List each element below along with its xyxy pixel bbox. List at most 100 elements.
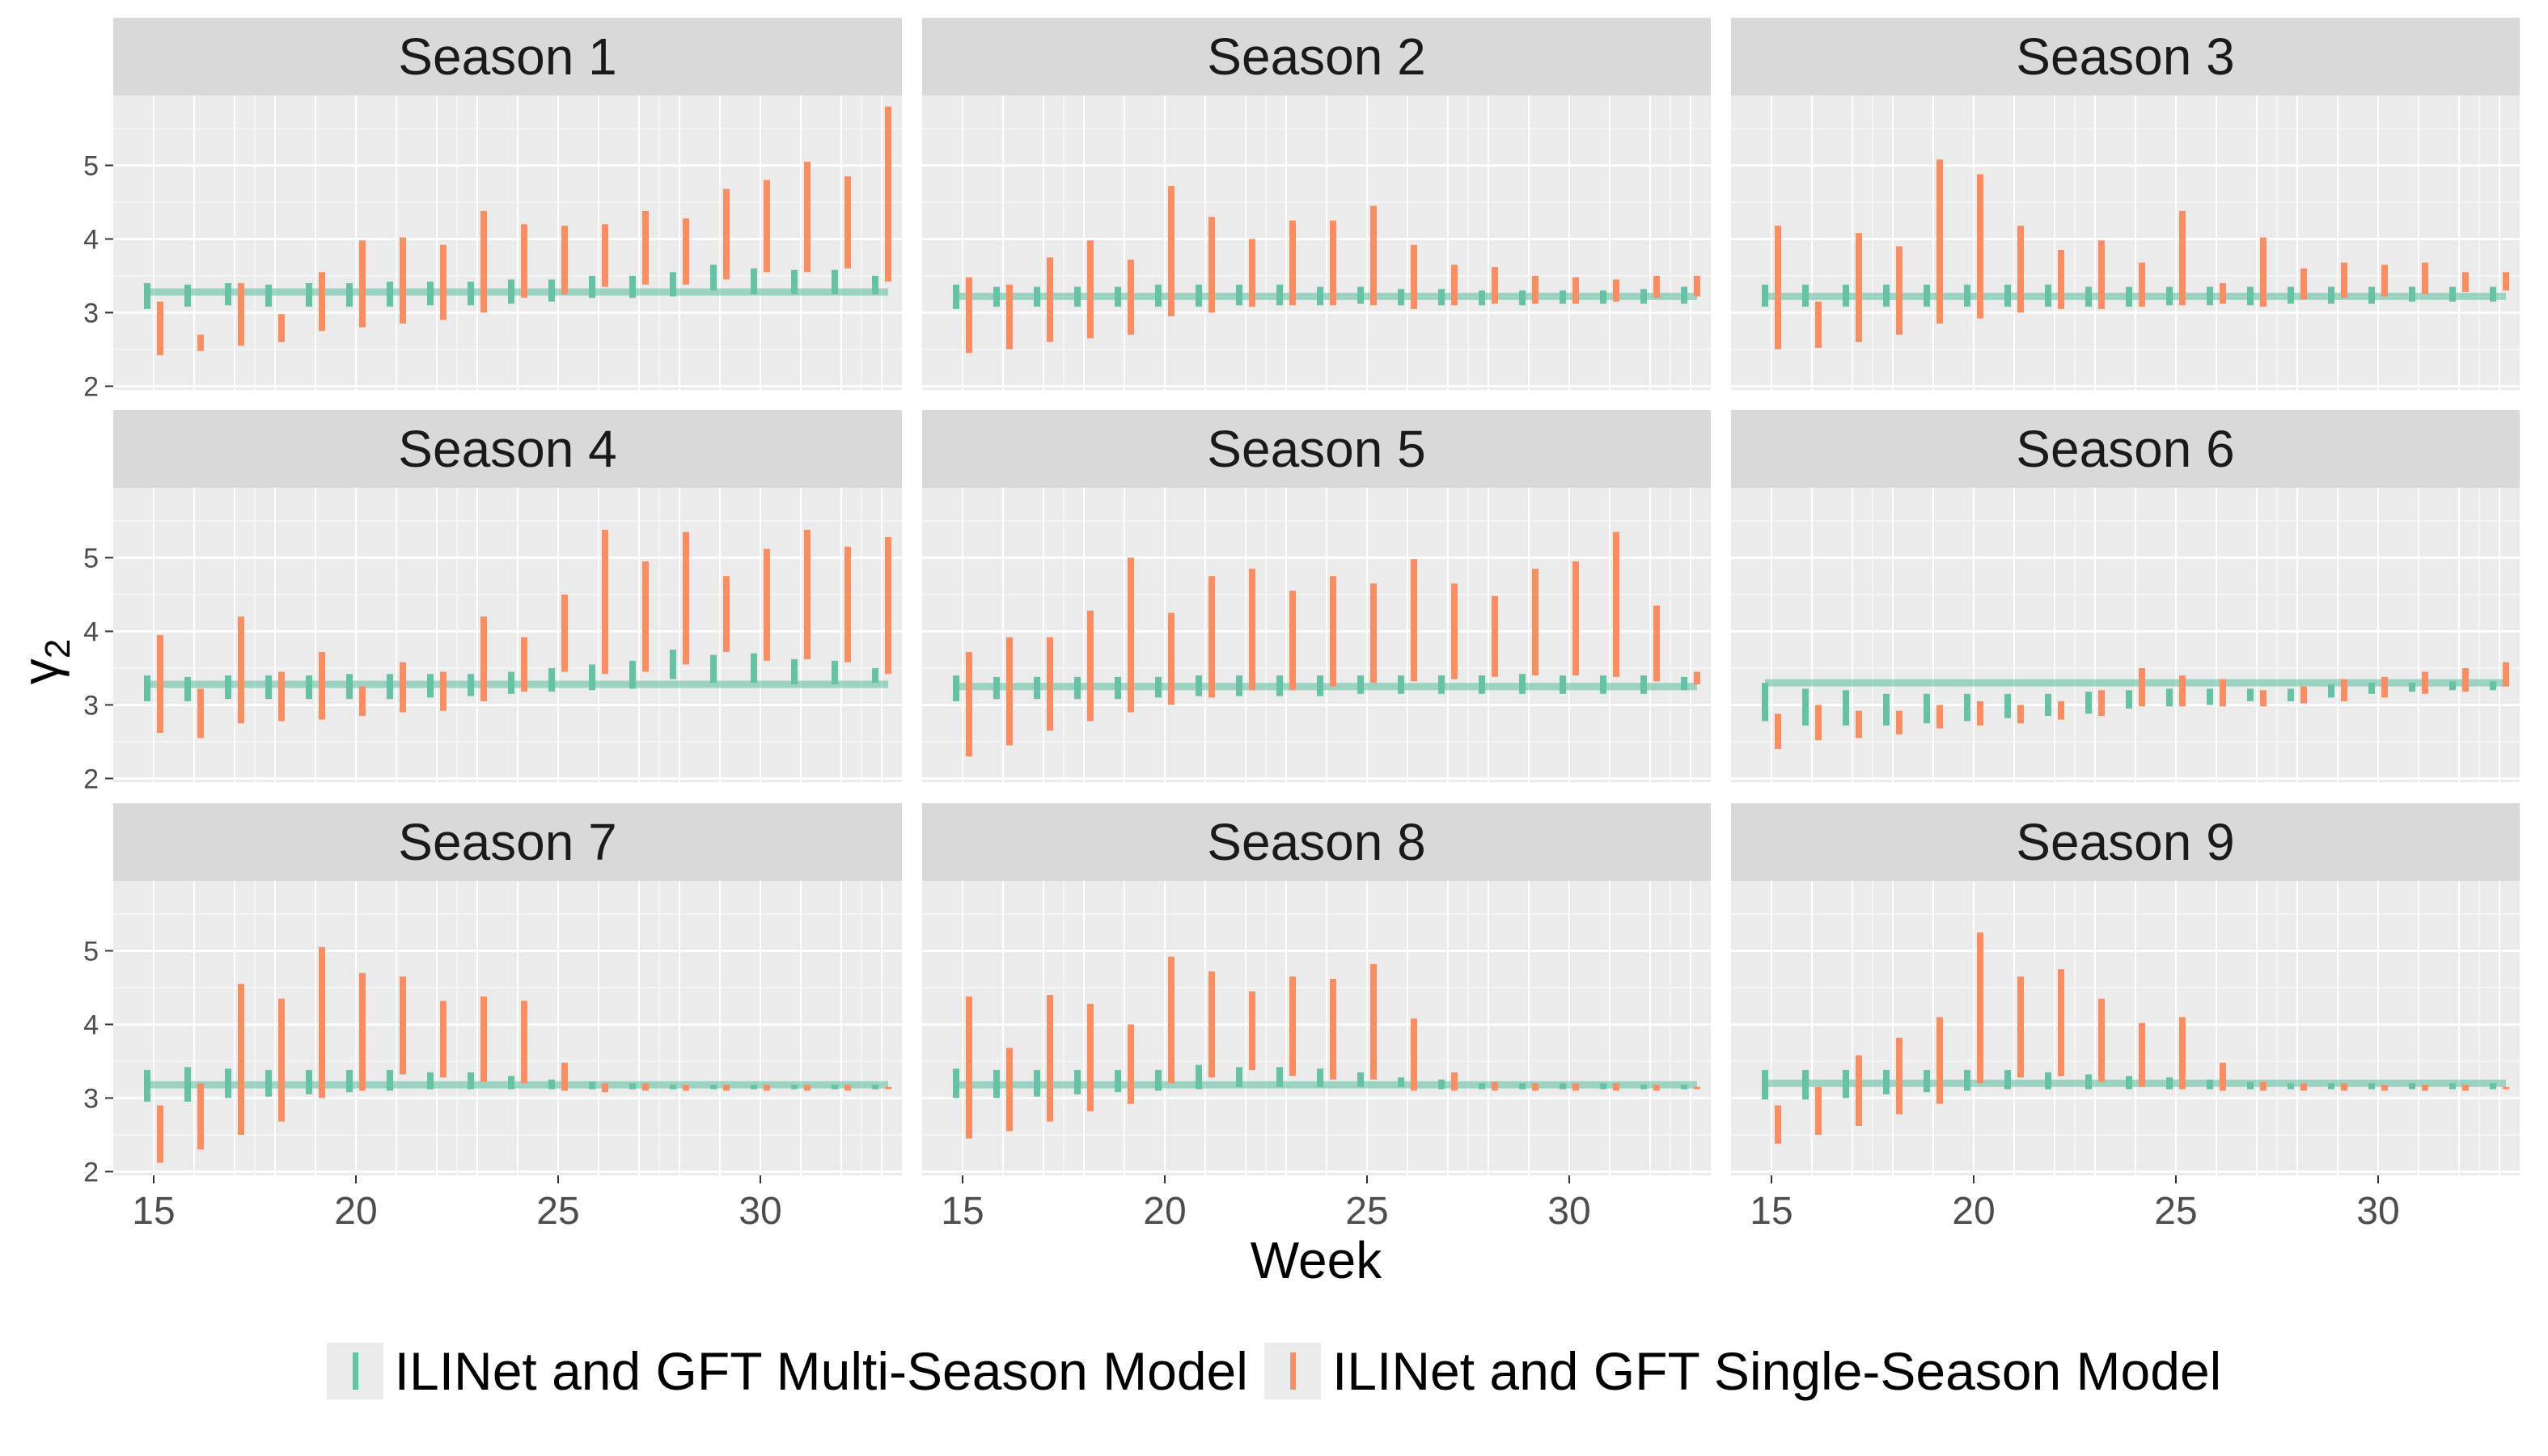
single-season-interval: [602, 529, 608, 675]
single-season-interval: [2422, 671, 2428, 694]
x-tick-label: 20: [1143, 1190, 1186, 1233]
single-season-interval: [2381, 265, 2388, 297]
multi-season-interval: [2166, 688, 2173, 707]
single-season-interval: [885, 536, 891, 675]
single-season-interval: [1128, 1024, 1134, 1104]
single-season-interval: [359, 972, 366, 1091]
multi-season-interval: [2126, 1076, 2132, 1090]
multi-season-interval: [751, 268, 757, 294]
x-tick-label: 25: [1345, 1190, 1388, 1233]
multi-season-interval: [710, 654, 717, 684]
single-season-interval: [2260, 237, 2267, 307]
multi-season-interval: [751, 653, 757, 684]
multi-season-interval: [2004, 693, 2011, 718]
multi-season-interval: [2166, 286, 2173, 306]
single-season-interval: [1208, 576, 1215, 698]
panel-background: [113, 95, 902, 390]
single-season-interval: [1249, 991, 1255, 1070]
multi-season-interval: [1560, 1083, 1566, 1090]
single-season-interval: [1653, 1085, 1660, 1091]
multi-season-interval: [2288, 286, 2294, 304]
single-season-interval: [2341, 679, 2347, 701]
multi-season-interval: [1438, 289, 1445, 306]
single-season-interval: [2341, 1083, 2347, 1091]
single-season-interval: [1006, 284, 1013, 349]
facet-strip: [922, 18, 1711, 95]
x-tick-label: 25: [536, 1190, 579, 1233]
multi-season-interval: [1479, 290, 1485, 306]
single-season-interval: [2220, 679, 2226, 707]
single-season-interval: [1896, 246, 1903, 335]
multi-season-interval: [1115, 676, 1121, 700]
single-season-interval: [561, 594, 568, 672]
single-season-interval: [400, 976, 406, 1075]
single-season-interval: [238, 616, 244, 724]
single-season-interval: [723, 188, 730, 280]
single-season-interval: [1006, 1048, 1013, 1132]
multi-season-interval: [1964, 693, 1970, 722]
single-season-interval: [2017, 976, 2024, 1077]
facet-strip: [1731, 410, 2520, 488]
single-season-interval: [1613, 1083, 1619, 1091]
multi-season-interval: [1438, 1079, 1445, 1090]
single-season-interval: [885, 106, 891, 282]
single-season-interval: [2017, 226, 2024, 313]
single-season-interval: [1168, 185, 1175, 316]
multi-season-interval: [1924, 1069, 1930, 1093]
multi-season-interval: [1681, 286, 1687, 304]
multi-season-interval: [2126, 690, 2132, 709]
y-tick-label: 2: [83, 764, 99, 794]
multi-season-interval: [2490, 286, 2496, 302]
multi-season-interval: [2368, 286, 2375, 304]
single-season-interval: [197, 1083, 204, 1150]
multi-season-interval: [508, 671, 514, 694]
multi-season-interval: [265, 1069, 272, 1097]
multi-season-interval: [1357, 675, 1364, 694]
single-season-interval: [844, 546, 851, 662]
multi-season-interval: [791, 1085, 798, 1090]
multi-season-interval: [427, 674, 434, 698]
single-season-interval: [400, 662, 406, 713]
facet-panel: Season 7 2 3 4 5 15 20 25 30: [83, 803, 902, 1233]
single-season-interval: [480, 996, 487, 1082]
single-season-interval: [723, 576, 730, 652]
single-season-interval: [2139, 1022, 2145, 1087]
y-axis-title: γ2: [11, 639, 78, 684]
single-season-interval: [561, 1062, 568, 1091]
single-season-interval: [359, 240, 366, 328]
multi-season-interval: [1236, 284, 1242, 306]
single-season-interval: [157, 635, 163, 734]
single-season-interval: [1370, 583, 1377, 684]
multi-season-interval: [1802, 688, 1809, 726]
single-season-interval: [1087, 610, 1094, 722]
single-season-interval: [1815, 1086, 1822, 1135]
multi-season-interval: [1681, 1085, 1687, 1090]
multi-season-interval: [2449, 286, 2456, 302]
y-tick-label: 5: [83, 936, 99, 967]
single-season-interval: [2422, 262, 2428, 294]
single-season-interval: [2300, 686, 2307, 704]
multi-season-interval: [953, 675, 959, 701]
single-season-interval: [1815, 301, 1822, 349]
multi-season-interval: [1196, 1064, 1202, 1090]
single-season-interval: [2503, 662, 2509, 687]
multi-season-interval: [832, 1085, 838, 1090]
single-season-interval: [1249, 239, 1255, 307]
single-season-interval: [1128, 259, 1134, 335]
single-season-interval: [319, 272, 325, 332]
single-season-interval: [1977, 174, 1983, 319]
multi-season-interval: [346, 674, 353, 700]
single-season-interval: [804, 161, 811, 273]
multi-season-interval: [1276, 284, 1283, 306]
multi-season-interval: [2288, 1083, 2294, 1090]
x-tick-label: 20: [1952, 1190, 1995, 1233]
multi-season-interval: [832, 660, 838, 684]
y-tick-label: 3: [83, 690, 99, 721]
single-season-interval: [2139, 262, 2145, 307]
multi-season-interval: [346, 283, 353, 307]
x-tick-label: 30: [2356, 1190, 2399, 1233]
single-season-interval: [480, 616, 487, 701]
single-season-interval: [1047, 637, 1053, 731]
multi-season-interval: [184, 1067, 191, 1102]
single-season-interval: [2462, 272, 2469, 292]
